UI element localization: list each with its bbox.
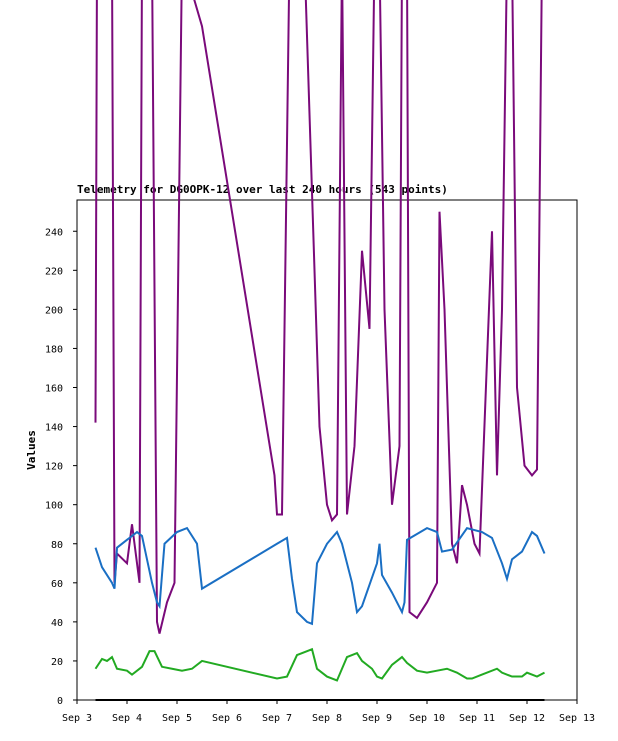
x-tick-label: Sep 3 bbox=[62, 713, 92, 724]
y-tick-label: 200 bbox=[45, 305, 63, 316]
series-line bbox=[94, 0, 543, 634]
y-tick-label: 160 bbox=[45, 384, 63, 395]
x-tick-label: Sep 13 bbox=[559, 713, 595, 724]
y-tick-label: 40 bbox=[51, 618, 63, 629]
y-tick-label: 60 bbox=[51, 579, 63, 590]
series-line bbox=[94, 526, 546, 626]
y-tick-label: 0 bbox=[57, 696, 63, 707]
y-axis-label: Values bbox=[25, 430, 38, 470]
y-tick-label: 80 bbox=[51, 540, 63, 551]
x-tick-label: Sep 10 bbox=[409, 713, 445, 724]
y-tick-label: 180 bbox=[45, 344, 63, 355]
x-tick-label: Sep 11 bbox=[459, 713, 495, 724]
x-tick-label: Sep 9 bbox=[362, 713, 392, 724]
y-tick-label: 240 bbox=[45, 227, 63, 238]
x-tick-label: Sep 5 bbox=[162, 713, 192, 724]
x-tick-label: Sep 4 bbox=[112, 713, 142, 724]
chart-title: Telemetry for DG0OPK-12 over last 240 ho… bbox=[77, 183, 448, 196]
y-tick-label: 100 bbox=[45, 501, 63, 512]
x-tick-label: Sep 8 bbox=[312, 713, 342, 724]
x-tick-label: Sep 12 bbox=[509, 713, 545, 724]
y-tick-label: 140 bbox=[45, 423, 63, 434]
y-tick-label: 120 bbox=[45, 462, 63, 473]
y-tick-label: 20 bbox=[51, 657, 63, 668]
x-tick-label: Sep 7 bbox=[262, 713, 292, 724]
y-tick-label: 220 bbox=[45, 266, 63, 277]
x-tick-label: Sep 6 bbox=[212, 713, 242, 724]
series-line bbox=[94, 647, 545, 682]
